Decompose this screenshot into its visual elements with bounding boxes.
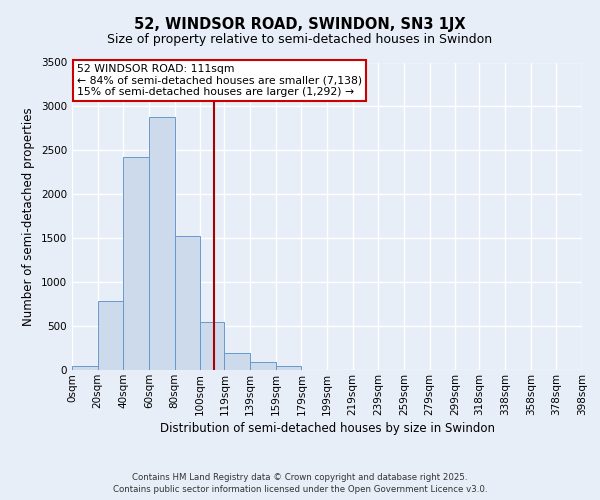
Bar bbox=[149, 117, 175, 370]
Bar bbox=[123, 158, 149, 370]
Bar bbox=[250, 362, 276, 370]
Bar bbox=[224, 354, 250, 370]
Text: 52 WINDSOR ROAD: 111sqm
← 84% of semi-detached houses are smaller (7,138)
15% of: 52 WINDSOR ROAD: 111sqm ← 84% of semi-de… bbox=[77, 64, 362, 97]
Y-axis label: Number of semi-detached properties: Number of semi-detached properties bbox=[22, 107, 35, 326]
Text: Contains HM Land Registry data © Crown copyright and database right 2025.: Contains HM Land Registry data © Crown c… bbox=[132, 472, 468, 482]
Bar bbox=[175, 236, 200, 370]
Text: Contains public sector information licensed under the Open Government Licence v3: Contains public sector information licen… bbox=[113, 485, 487, 494]
Bar bbox=[72, 366, 98, 370]
Bar bbox=[98, 302, 123, 370]
Text: Size of property relative to semi-detached houses in Swindon: Size of property relative to semi-detach… bbox=[107, 32, 493, 46]
Bar bbox=[200, 322, 224, 370]
Text: 52, WINDSOR ROAD, SWINDON, SN3 1JX: 52, WINDSOR ROAD, SWINDON, SN3 1JX bbox=[134, 18, 466, 32]
Bar bbox=[276, 366, 301, 370]
X-axis label: Distribution of semi-detached houses by size in Swindon: Distribution of semi-detached houses by … bbox=[160, 422, 494, 435]
